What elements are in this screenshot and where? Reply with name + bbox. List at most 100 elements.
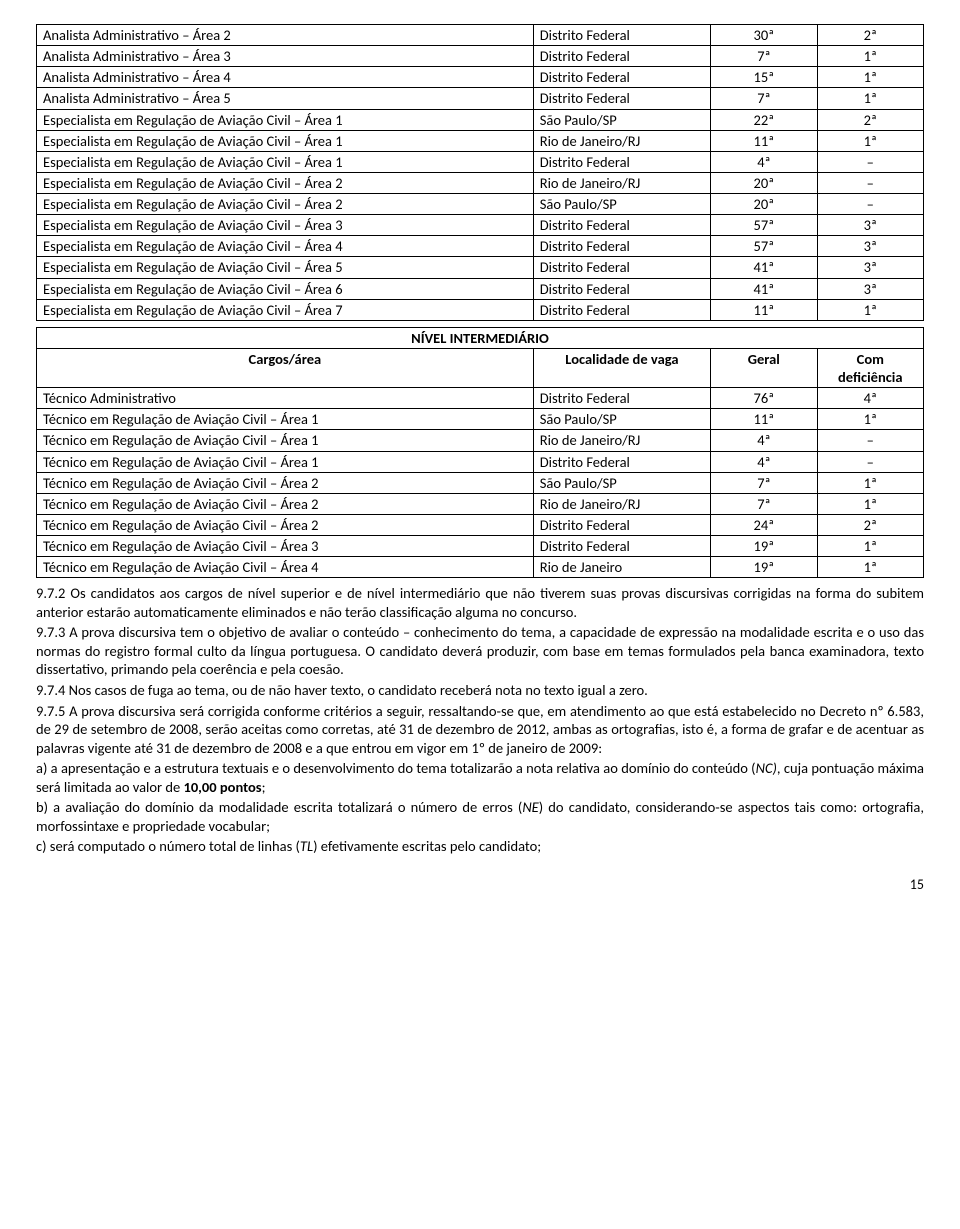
- table-cell: 1ª: [817, 46, 923, 67]
- table-cell: Distrito Federal: [533, 536, 710, 557]
- table-cell: Rio de Janeiro/RJ: [533, 130, 710, 151]
- table2-header-row: Cargos/área Localidade de vaga Geral Com…: [37, 348, 924, 387]
- table-cell: Especialista em Regulação de Aviação Civ…: [37, 236, 534, 257]
- table-cell: 1ª: [817, 557, 923, 578]
- table-cell: Técnico em Regulação de Aviação Civil – …: [37, 409, 534, 430]
- table-cell: 15ª: [711, 67, 817, 88]
- table-cell: Analista Administrativo – Área 3: [37, 46, 534, 67]
- table-cell: 1ª: [817, 67, 923, 88]
- table-cell: 19ª: [711, 557, 817, 578]
- table-row: Analista Administrativo – Área 3Distrito…: [37, 46, 924, 67]
- header-geral: Geral: [711, 348, 817, 387]
- table-row: Especialista em Regulação de Aviação Civ…: [37, 299, 924, 320]
- table-cell: 41ª: [711, 278, 817, 299]
- table-cell: 4ª: [817, 388, 923, 409]
- table-cell: 1ª: [817, 493, 923, 514]
- para-a-bold: 10,00 pontos: [183, 778, 261, 796]
- table-cell: Distrito Federal: [533, 215, 710, 236]
- table-cell: –: [817, 172, 923, 193]
- table-row: Técnico em Regulação de Aviação Civil – …: [37, 536, 924, 557]
- table-cell: 1ª: [817, 130, 923, 151]
- table-cell: Técnico Administrativo: [37, 388, 534, 409]
- table-row: Especialista em Regulação de Aviação Civ…: [37, 236, 924, 257]
- table-cell: 11ª: [711, 130, 817, 151]
- table-cell: Rio de Janeiro/RJ: [533, 172, 710, 193]
- header-loc: Localidade de vaga: [533, 348, 710, 387]
- table-cell: 4ª: [711, 151, 817, 172]
- table-cell: 1ª: [817, 536, 923, 557]
- table-cell: Técnico em Regulação de Aviação Civil – …: [37, 536, 534, 557]
- table-cell: Técnico em Regulação de Aviação Civil – …: [37, 472, 534, 493]
- table-cell: Analista Administrativo – Área 5: [37, 88, 534, 109]
- para-a-italic: NC): [756, 759, 777, 777]
- table-cell: Distrito Federal: [533, 257, 710, 278]
- table-cell: 76ª: [711, 388, 817, 409]
- table-row: Técnico em Regulação de Aviação Civil – …: [37, 409, 924, 430]
- table-cell: Especialista em Regulação de Aviação Civ…: [37, 151, 534, 172]
- table-cell: 1ª: [817, 88, 923, 109]
- table-cell: 30ª: [711, 25, 817, 46]
- table-cell: Rio de Janeiro/RJ: [533, 430, 710, 451]
- table-cell: Especialista em Regulação de Aviação Civ…: [37, 299, 534, 320]
- table-cell: Técnico em Regulação de Aviação Civil – …: [37, 493, 534, 514]
- table-cell: 3ª: [817, 236, 923, 257]
- table-cell: Distrito Federal: [533, 88, 710, 109]
- table-cell: Técnico em Regulação de Aviação Civil – …: [37, 451, 534, 472]
- para-9-7-2: 9.7.2 Os candidatos aos cargos de nível …: [36, 584, 924, 621]
- table-cell: São Paulo/SP: [533, 109, 710, 130]
- para-9-7-4: 9.7.4 Nos casos de fuga ao tema, ou de n…: [36, 681, 924, 700]
- table-cell: Especialista em Regulação de Aviação Civ…: [37, 109, 534, 130]
- table-cell: –: [817, 151, 923, 172]
- table-cell: 22ª: [711, 109, 817, 130]
- table-row: Técnico em Regulação de Aviação Civil – …: [37, 430, 924, 451]
- table-cell: 57ª: [711, 236, 817, 257]
- table-cell: Distrito Federal: [533, 151, 710, 172]
- table-row: Analista Administrativo – Área 4Distrito…: [37, 67, 924, 88]
- table-cell: –: [817, 451, 923, 472]
- table-cell: São Paulo/SP: [533, 194, 710, 215]
- table-cell: 2ª: [817, 25, 923, 46]
- page-number: 15: [36, 876, 924, 893]
- table-cell: –: [817, 194, 923, 215]
- table2-title-row: NÍVEL INTERMEDIÁRIO: [37, 327, 924, 348]
- table-cell: 7ª: [711, 493, 817, 514]
- table-row: Técnico AdministrativoDistrito Federal76…: [37, 388, 924, 409]
- table-cell: Distrito Federal: [533, 67, 710, 88]
- table2-title: NÍVEL INTERMEDIÁRIO: [37, 327, 924, 348]
- table-cell: 3ª: [817, 257, 923, 278]
- para-9-7-3: 9.7.3 A prova discursiva tem o objetivo …: [36, 623, 924, 679]
- table-cell: 1ª: [817, 409, 923, 430]
- table-row: Especialista em Regulação de Aviação Civ…: [37, 130, 924, 151]
- table-nivel-superior: Analista Administrativo – Área 2Distrito…: [36, 24, 924, 321]
- table-cell: 4ª: [711, 430, 817, 451]
- table-cell: Distrito Federal: [533, 46, 710, 67]
- table-cell: Distrito Federal: [533, 451, 710, 472]
- table-row: Técnico em Regulação de Aviação Civil – …: [37, 557, 924, 578]
- table-cell: Especialista em Regulação de Aviação Civ…: [37, 172, 534, 193]
- para-a-text1: a) a apresentação e a estrutura textuais…: [36, 759, 756, 777]
- table-row: Técnico em Regulação de Aviação Civil – …: [37, 514, 924, 535]
- para-c-italic: TL: [300, 837, 313, 855]
- table-cell: 7ª: [711, 472, 817, 493]
- table-cell: 1ª: [817, 299, 923, 320]
- table-cell: Especialista em Regulação de Aviação Civ…: [37, 194, 534, 215]
- header-cargo: Cargos/área: [37, 348, 534, 387]
- table-cell: Técnico em Regulação de Aviação Civil – …: [37, 430, 534, 451]
- table-cell: São Paulo/SP: [533, 472, 710, 493]
- table-row: Especialista em Regulação de Aviação Civ…: [37, 172, 924, 193]
- table-row: Especialista em Regulação de Aviação Civ…: [37, 257, 924, 278]
- table-cell: Especialista em Regulação de Aviação Civ…: [37, 215, 534, 236]
- para-b: b) a avaliação do domínio da modalidade …: [36, 798, 924, 835]
- table-cell: Rio de Janeiro: [533, 557, 710, 578]
- table-cell: Analista Administrativo – Área 2: [37, 25, 534, 46]
- table-cell: 20ª: [711, 172, 817, 193]
- table-cell: 7ª: [711, 88, 817, 109]
- table-cell: –: [817, 430, 923, 451]
- table-row: Especialista em Regulação de Aviação Civ…: [37, 278, 924, 299]
- table-cell: Distrito Federal: [533, 236, 710, 257]
- table-cell: 3ª: [817, 215, 923, 236]
- table-cell: 57ª: [711, 215, 817, 236]
- para-a-text3: ;: [262, 778, 266, 796]
- table-cell: Especialista em Regulação de Aviação Civ…: [37, 130, 534, 151]
- table-cell: Distrito Federal: [533, 514, 710, 535]
